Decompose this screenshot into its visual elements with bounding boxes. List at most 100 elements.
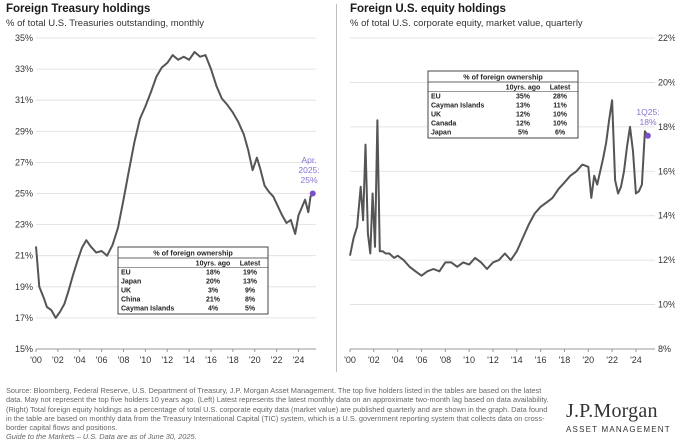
treasury-table-cell: UK	[121, 288, 131, 295]
treasury-xtick-label: '08	[118, 355, 130, 365]
treasury-ytick-label: 31%	[15, 95, 33, 105]
treasury-ytick-label: 27%	[15, 157, 33, 167]
equity-table-title: % of foreign ownership	[463, 73, 543, 82]
equity-annotation-line: 18%	[639, 117, 656, 127]
treasury-table-cell: 8%	[245, 297, 256, 304]
treasury-series-line	[35, 51, 314, 319]
jpmorgan-logo: J.P.Morgan ASSET MANAGEMENT	[566, 400, 670, 434]
equity-ytick-label: 18%	[658, 122, 675, 132]
equity-chart-title: Foreign U.S. equity holdings	[350, 3, 506, 15]
treasury-xtick-label: '00	[30, 355, 42, 365]
equity-series-line	[349, 99, 649, 277]
treasury-end-marker	[309, 190, 316, 197]
equity-xtick-label: '16	[535, 355, 547, 365]
guide-note: Guide to the Markets – U.S. Data are as …	[6, 432, 197, 442]
treasury-xtick-label: '12	[161, 355, 173, 365]
treasury-xtick-label: '02	[52, 355, 64, 365]
treasury-table-title: % of foreign ownership	[153, 249, 233, 258]
equity-table-header: Latest	[550, 85, 571, 92]
equity-ytick-label: 20%	[658, 77, 675, 87]
treasury-table-cell: China	[121, 297, 141, 304]
equity-xtick-label: '02	[368, 355, 380, 365]
treasury-table-cell: 9%	[245, 288, 256, 295]
treasury-xtick-label: '20	[249, 355, 261, 365]
treasury-ytick-label: 19%	[15, 282, 33, 292]
equity-xtick-label: '10	[463, 355, 475, 365]
treasury-table-header: Latest	[240, 261, 261, 268]
equity-table-cell: 28%	[553, 94, 568, 101]
treasury-table-cell: 5%	[245, 306, 256, 313]
equity-table-cell: 5%	[518, 130, 529, 137]
equity-xtick-label: '12	[487, 355, 499, 365]
treasury-chart-title: Foreign Treasury holdings	[6, 3, 151, 15]
equity-table-cell: 10%	[553, 112, 568, 119]
treasury-ytick-label: 21%	[15, 251, 33, 261]
equity-xtick-label: '08	[439, 355, 451, 365]
equity-ytick-label: 12%	[658, 255, 675, 265]
treasury-xtick-label: '22	[271, 355, 283, 365]
logo-subtitle: ASSET MANAGEMENT	[566, 425, 671, 434]
equity-ytick-label: 8%	[658, 344, 671, 354]
equity-table-cell: 6%	[555, 130, 566, 137]
equity-xtick-label: '20	[582, 355, 594, 365]
equity-table-cell: 11%	[553, 103, 567, 110]
treasury-ytick-label: 23%	[15, 220, 33, 230]
treasury-table-cell: 19%	[243, 270, 258, 277]
equity-xtick-label: '14	[511, 355, 523, 365]
treasury-annotation-line: 2025:	[298, 165, 319, 175]
treasury-table-cell: Cayman Islands	[121, 306, 174, 313]
equity-table-cell: 12%	[516, 121, 531, 128]
equity-table-cell: 35%	[516, 94, 531, 101]
equity-xtick-label: '06	[416, 355, 428, 365]
treasury-xtick-label: '16	[205, 355, 217, 365]
equity-xtick-label: '24	[630, 355, 642, 365]
treasury-table-cell: 13%	[243, 279, 258, 286]
equity-table-cell: 12%	[516, 112, 531, 119]
equity-ytick-label: 16%	[658, 166, 675, 176]
equity-table-cell: Cayman Islands	[431, 103, 484, 110]
equity-xtick-label: '00	[344, 355, 356, 365]
equity-ytick-label: 10%	[658, 300, 675, 310]
treasury-table-cell: Japan	[121, 279, 141, 286]
treasury-table-cell: 3%	[208, 288, 219, 295]
treasury-table-cell: 18%	[206, 270, 221, 277]
treasury-xtick-label: '10	[140, 355, 152, 365]
treasury-ytick-label: 17%	[15, 313, 33, 323]
equity-chart: 8% 10% 12% 14% 16% 18% 20% 22% '00 '02 '04 '06 '08 '1…	[344, 33, 675, 365]
equity-table-cell: EU	[431, 94, 441, 101]
treasury-xtick-label: '24	[293, 355, 305, 365]
treasury-ytick-label: 25%	[15, 189, 33, 199]
equity-end-marker	[644, 132, 651, 139]
equity-xtick-label: '22	[606, 355, 618, 365]
equity-xtick-label: '04	[392, 355, 404, 365]
equity-annotation-line: 1Q25:	[636, 107, 659, 117]
treasury-table-cell: EU	[121, 270, 131, 277]
treasury-table-cell: 20%	[206, 279, 221, 286]
treasury-annotation-line: Apr.	[301, 155, 316, 165]
equity-xtick-label: '18	[559, 355, 571, 365]
treasury-table-header: 10yrs. ago	[196, 261, 231, 268]
equity-table-cell: 10%	[553, 121, 568, 128]
equity-chart-subtitle: % of total U.S. corporate equity, market…	[350, 18, 583, 29]
treasury-ytick-label: 35%	[15, 33, 33, 43]
equity-table-cell: UK	[431, 112, 441, 119]
treasury-chart-subtitle: % of total U.S. Treasuries outstanding, …	[6, 18, 205, 29]
equity-table-cell: Canada	[431, 121, 456, 128]
treasury-ytick-label: 33%	[15, 64, 33, 74]
logo-name: J.P.Morgan	[566, 400, 658, 422]
equity-ytick-label: 14%	[658, 211, 675, 221]
treasury-xtick-label: '14	[183, 355, 195, 365]
treasury-xtick-label: '18	[227, 355, 239, 365]
footer: Source: Bloomberg, Federal Reserve, U.S.…	[6, 386, 554, 442]
treasury-xtick-label: '04	[74, 355, 86, 365]
treasury-chart: 15% 17% 19% 21% 23% 25% 27% 29% 31% 33% 35% '00 '02 '…	[15, 33, 320, 365]
treasury-table-cell: 4%	[208, 306, 219, 313]
equity-table-cell: Japan	[431, 130, 451, 137]
source-note: Source: Bloomberg, Federal Reserve, U.S.…	[6, 386, 549, 433]
equity-table-cell: 13%	[516, 103, 531, 110]
equity-ytick-label: 22%	[658, 33, 675, 43]
treasury-ytick-label: 29%	[15, 126, 33, 136]
treasury-xtick-label: '06	[96, 355, 108, 365]
treasury-annotation-line: 25%	[300, 175, 317, 185]
treasury-ytick-label: 15%	[15, 344, 33, 354]
